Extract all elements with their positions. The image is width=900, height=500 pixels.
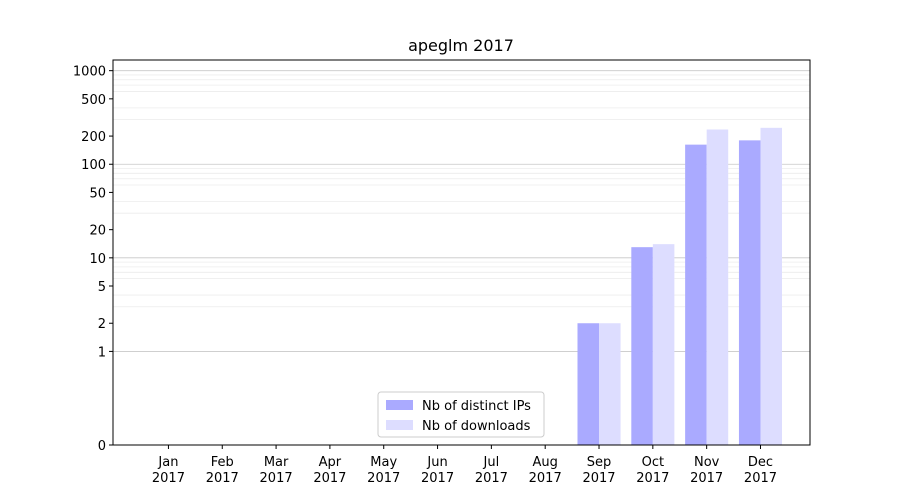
- x-tick-label: May 2017: [367, 455, 400, 486]
- chart-title: apeglm 2017: [408, 36, 514, 55]
- x-axis: Jan 2017 Feb 2017 Mar 2017 Apr 2017 May 2017 Jun 20…: [152, 445, 777, 486]
- x-tick-label: Jun 2017: [421, 455, 454, 486]
- bar-downloads: [652, 244, 675, 445]
- bar-downloads: [706, 129, 729, 445]
- bar-distinct-ips: [738, 140, 761, 445]
- y-tick-label: 5: [98, 280, 106, 295]
- grid: [113, 70, 810, 352]
- legend-swatch: [386, 400, 413, 410]
- y-tick-label: 200: [81, 130, 106, 145]
- x-tick-label: Nov 2017: [690, 455, 723, 486]
- y-tick-label: 1: [98, 345, 106, 360]
- y-tick-label: 100: [81, 158, 106, 173]
- x-tick-label: Mar 2017: [260, 455, 293, 486]
- y-tick-label: 500: [81, 93, 106, 108]
- legend-label: Nb of downloads: [422, 419, 531, 434]
- legend-swatch: [386, 420, 413, 430]
- y-tick-label: 2: [98, 317, 106, 332]
- bar-distinct-ips: [631, 247, 653, 445]
- x-tick-label: Aug 2017: [529, 455, 562, 486]
- legend-label: Nb of distinct IPs: [422, 399, 531, 414]
- legend: Nb of distinct IPs Nb of downloads: [377, 391, 545, 438]
- bar-downloads: [599, 323, 621, 445]
- x-tick-label: Oct 2017: [636, 455, 669, 486]
- y-axis: 0 1 2 5 10 20 50 100 200 500 1000: [73, 65, 113, 454]
- y-tick-label: 50: [89, 186, 106, 201]
- y-tick-label: 0: [98, 439, 106, 454]
- bar-distinct-ips: [685, 144, 707, 445]
- x-tick-label: Sep 2017: [582, 455, 615, 486]
- y-tick-label: 20: [89, 224, 106, 239]
- y-tick-label: 10: [89, 252, 106, 267]
- x-tick-label: Feb 2017: [206, 455, 239, 486]
- x-tick-label: Jul 2017: [475, 455, 508, 486]
- x-tick-label: Dec 2017: [744, 455, 777, 486]
- bar-distinct-ips: [577, 323, 600, 445]
- bar-downloads: [760, 127, 783, 445]
- bars: [577, 127, 783, 445]
- x-tick-label: Apr 2017: [313, 455, 346, 486]
- x-tick-label: Jan 2017: [152, 455, 185, 486]
- legend-box: [377, 391, 545, 438]
- y-tick-label: 1000: [73, 65, 106, 80]
- plot-area: [112, 59, 811, 446]
